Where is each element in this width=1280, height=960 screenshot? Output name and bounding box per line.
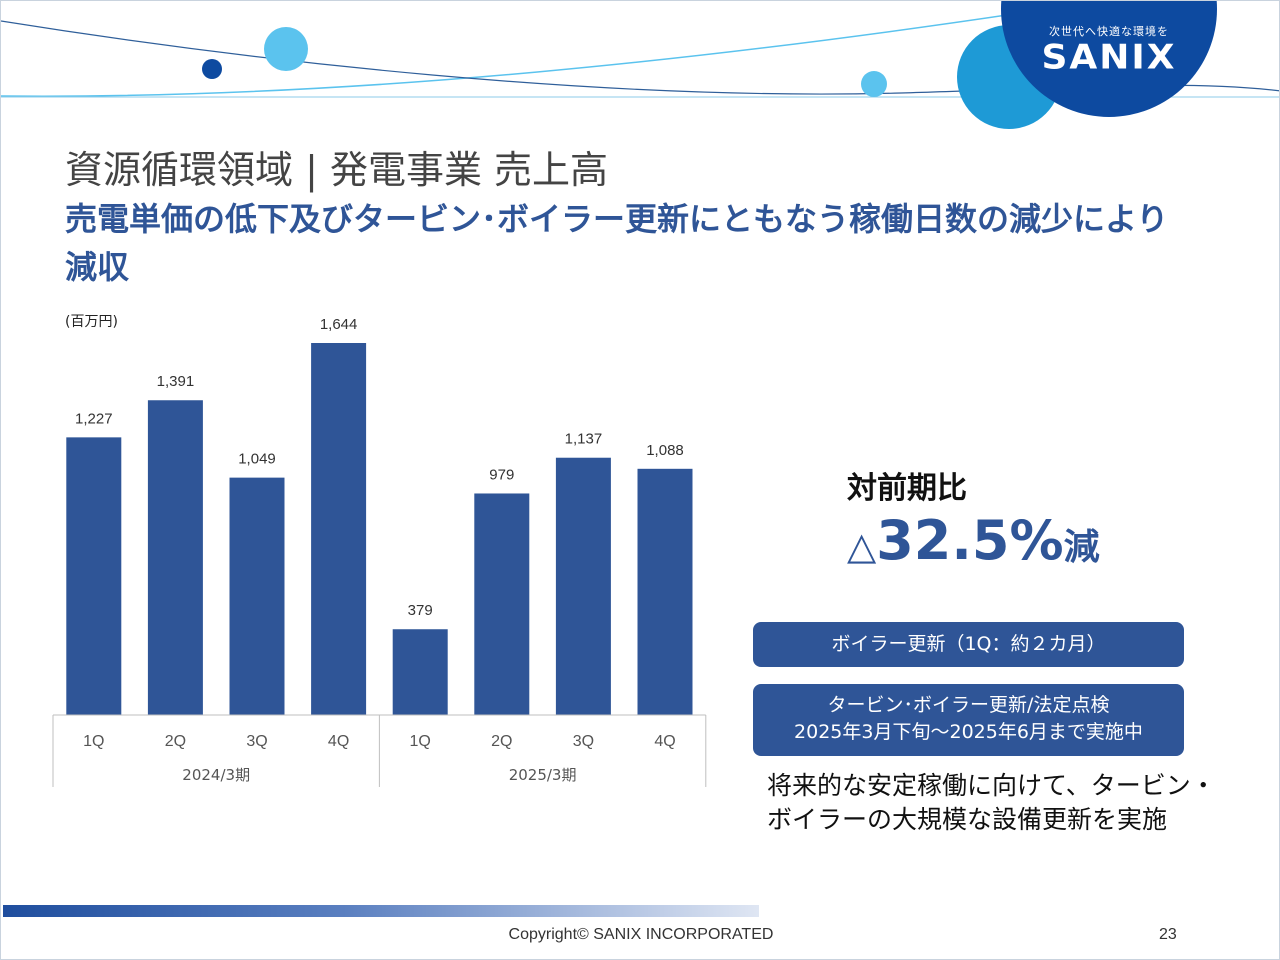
page-subtitle: 売電単価の低下及びタービン･ボイラー更新にともなう稼働日数の減少により減収 xyxy=(65,200,1169,286)
footer-bar xyxy=(3,905,759,917)
copyright: Copyright© SANIX INCORPORATED xyxy=(508,926,774,943)
data-label: 1,391 xyxy=(157,373,195,390)
tick-label: 4Q xyxy=(654,733,675,750)
group-label: 2024/3期 xyxy=(182,766,250,784)
bar-2024/3期-2Q xyxy=(147,400,203,715)
tick-label: 2Q xyxy=(165,733,186,750)
comparison-label: 対前期比 xyxy=(847,471,967,506)
comparison-percent: 32.5% xyxy=(876,509,1064,572)
boiler-update-callout: ボイラー更新（1Q：約２カ月） xyxy=(753,622,1184,667)
comparison-prefix: △ xyxy=(847,524,877,568)
tick-label: 3Q xyxy=(246,733,267,750)
tick-label: 4Q xyxy=(328,733,349,750)
comparison-suffix: 減 xyxy=(1063,527,1100,568)
tick-label: 2Q xyxy=(491,733,512,750)
turbine-update-callout: タービン･ボイラー更新/法定点検 2025年3月下旬～2025年6月まで実施中 xyxy=(753,684,1184,756)
logo-tagline: 次世代へ快適な環境を xyxy=(1049,25,1169,38)
bar-2025/3期-3Q xyxy=(555,457,611,715)
data-label: 979 xyxy=(489,466,514,483)
bar-2024/3期-3Q xyxy=(229,477,285,715)
data-label: 1,088 xyxy=(646,442,684,459)
turbine-callout-line1: タービン･ボイラー更新/法定点検 xyxy=(827,694,1110,716)
note-text: 将来的な安定稼働に向けて、タービン・ボイラーの大規模な設備更新を実施 xyxy=(767,771,1216,834)
bar-2025/3期-1Q xyxy=(392,629,448,715)
comparison-value: △32.5%減 xyxy=(847,509,1100,572)
chart-unit-label: (百万円) xyxy=(65,314,118,330)
bar-2025/3期-2Q xyxy=(474,493,530,715)
logo: SANIX xyxy=(1041,38,1177,77)
data-label: 379 xyxy=(408,602,433,619)
data-label: 1,644 xyxy=(320,316,358,333)
data-label: 1,049 xyxy=(238,451,276,468)
data-label: 1,227 xyxy=(75,410,113,427)
decor-dot-dark xyxy=(202,59,222,79)
page-number: 23 xyxy=(1159,926,1177,943)
data-label: 1,137 xyxy=(565,431,603,448)
bar-2025/3期-4Q xyxy=(637,468,693,715)
decor-dot-large xyxy=(264,27,308,71)
turbine-callout-line2: 2025年3月下旬～2025年6月まで実施中 xyxy=(794,721,1143,743)
page-title: 資源循環領域 | 発電事業 売上高 xyxy=(65,148,609,192)
tick-label: 3Q xyxy=(573,733,594,750)
group-label: 2025/3期 xyxy=(509,766,577,784)
revenue-bar-chart: (百万円) 1,227 1,391 1,049 1,644 379 979 1,137 1,0… xyxy=(52,314,707,787)
tick-label: 1Q xyxy=(83,733,104,750)
bar-2024/3期-4Q xyxy=(311,343,367,715)
tick-label: 1Q xyxy=(410,733,431,750)
decor-dot-small xyxy=(861,71,887,97)
bar-2024/3期-1Q xyxy=(66,437,122,715)
